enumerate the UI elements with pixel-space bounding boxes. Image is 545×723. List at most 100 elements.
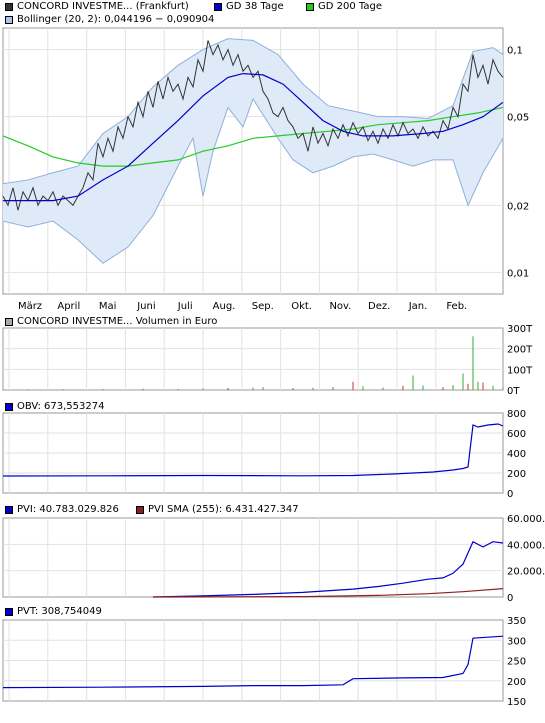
volume-bar: [482, 382, 484, 390]
xtick-label-month: März: [18, 301, 42, 312]
pvt-ytick-label: 350: [507, 616, 526, 627]
volume-bar: [262, 387, 264, 390]
legend-bollinger: Bollinger (20, 2): 0,044196 − 0,090904: [5, 13, 214, 26]
legend-gd200: GD 200 Tage: [306, 0, 382, 13]
gd200-label: GD 200 Tage: [318, 1, 382, 12]
pvi-ytick-label: 40.000.0: [507, 540, 545, 551]
xtick-label-month: Sep.: [252, 301, 274, 312]
obv-ytick-label: 200: [507, 469, 526, 480]
pvi-sma-swatch: [136, 505, 144, 514]
bollinger-upper-line: [2, 38, 504, 185]
volume-bar: [462, 373, 464, 390]
volume-bar: [27, 389, 29, 390]
legend-pvt: PVT: 308,754049: [5, 605, 102, 618]
bollinger-swatch: [5, 15, 13, 24]
xtick-label-month: Aug.: [213, 301, 236, 312]
volume-plot-frame: [2, 327, 504, 391]
bollinger-band-fill: [3, 38, 503, 264]
gd38-label: GD 38 Tage: [226, 1, 284, 12]
xtick-label-month: April: [57, 301, 80, 312]
pvt-series-line-0: [2, 635, 504, 689]
volume-bar: [362, 386, 364, 390]
volume-bar: [452, 385, 454, 390]
volume-bar: [412, 375, 414, 390]
volume-ytick-label: 100T: [507, 365, 533, 376]
volume-bar: [477, 381, 479, 390]
pvi-ytick-label: 60.000.0: [507, 514, 545, 525]
volume-swatch: [5, 317, 13, 326]
volume-ytick-label: 0T: [507, 386, 520, 397]
volume-bar: [352, 381, 354, 390]
volume-bar: [227, 387, 229, 390]
pvt-label: PVT: 308,754049: [17, 606, 102, 617]
xtick-label-month: Jan.: [408, 301, 428, 312]
volume-bar: [142, 388, 144, 390]
volume-bar: [177, 388, 179, 390]
pvi-series-line-1: [152, 588, 504, 598]
price-series-line-2: [2, 106, 504, 167]
bollinger-lower-line: [2, 97, 504, 264]
pvt-ytick-label: 200: [507, 677, 526, 688]
volume-label: CONCORD INVESTME... Volumen in Euro: [17, 316, 218, 327]
volume-bar: [62, 389, 64, 390]
obv-ytick-label: 800: [507, 409, 526, 420]
pvi-plot-frame: [2, 517, 504, 598]
pvi-series-line-0: [152, 540, 504, 598]
volume-ytick-label: 300T: [507, 324, 533, 335]
obv-label: OBV: 673,553274: [17, 401, 105, 412]
price-ytick-label: 0,1: [507, 46, 523, 57]
price-series-line-1: [3, 72, 504, 202]
volume-bar: [202, 388, 204, 390]
volume-bar: [467, 383, 469, 390]
price-ytick-label: 0,02: [507, 201, 529, 212]
price-ytick-label: 0,05: [507, 113, 529, 124]
legend-pvi-sma: PVI SMA (255): 6.431.427.347: [136, 503, 299, 516]
pvt-ytick-label: 150: [507, 697, 526, 708]
xtick-label-month: Feb.: [446, 301, 467, 312]
volume-bar: [252, 387, 254, 390]
pvi-ytick-label: 20.000.0: [507, 567, 545, 578]
pvi-label: PVI: 40.783.029.826: [17, 504, 119, 515]
obv-ytick-label: 0: [507, 489, 513, 500]
legend-pvi: PVI: 40.783.029.826: [5, 503, 119, 516]
volume-bar: [332, 386, 334, 390]
price-series-label: CONCORD INVESTME... (Frankfurt): [17, 1, 189, 12]
pvt-swatch: [5, 607, 13, 616]
legend-price-series: CONCORD INVESTME... (Frankfurt): [5, 0, 189, 13]
xtick-label-month: Dez.: [368, 301, 390, 312]
volume-bar: [102, 388, 104, 390]
volume-bar: [312, 387, 314, 390]
price-ytick-label: 0,01: [507, 268, 529, 279]
xtick-label-month: Juli: [177, 301, 193, 312]
xtick-label-month: Juni: [136, 301, 155, 312]
volume-bar: [502, 387, 504, 390]
xtick-label-month: Nov.: [329, 301, 351, 312]
pvi-swatch: [5, 505, 13, 514]
obv-series-line-0: [2, 423, 504, 477]
pvt-ytick-label: 250: [507, 657, 526, 668]
pvt-ytick-label: 300: [507, 636, 526, 647]
volume-ytick-label: 200T: [507, 345, 533, 356]
xtick-label-month: Mai: [99, 301, 117, 312]
volume-bar: [292, 388, 294, 390]
price-swatch: [5, 2, 13, 11]
xtick-label-month: Okt.: [291, 301, 312, 312]
price-series-line-0: [2, 40, 504, 211]
bollinger-label: Bollinger (20, 2): 0,044196 − 0,090904: [17, 14, 215, 25]
volume-bar: [492, 385, 494, 390]
volume-bar: [402, 385, 404, 390]
legend-obv: OBV: 673,553274: [5, 400, 104, 413]
legend-gd38: GD 38 Tage: [214, 0, 284, 13]
pvi-sma-label: PVI SMA (255): 6.431.427.347: [148, 504, 299, 515]
gd200-swatch: [306, 2, 314, 11]
volume-bar: [382, 387, 384, 390]
volume-bar: [442, 387, 444, 390]
obv-ytick-label: 400: [507, 449, 526, 460]
gd38-swatch: [214, 2, 222, 11]
volume-bar: [422, 385, 424, 390]
pvi-ytick-label: 0: [507, 593, 513, 604]
obv-swatch: [5, 402, 13, 411]
volume-bar: [472, 336, 474, 390]
obv-ytick-label: 600: [507, 429, 526, 440]
